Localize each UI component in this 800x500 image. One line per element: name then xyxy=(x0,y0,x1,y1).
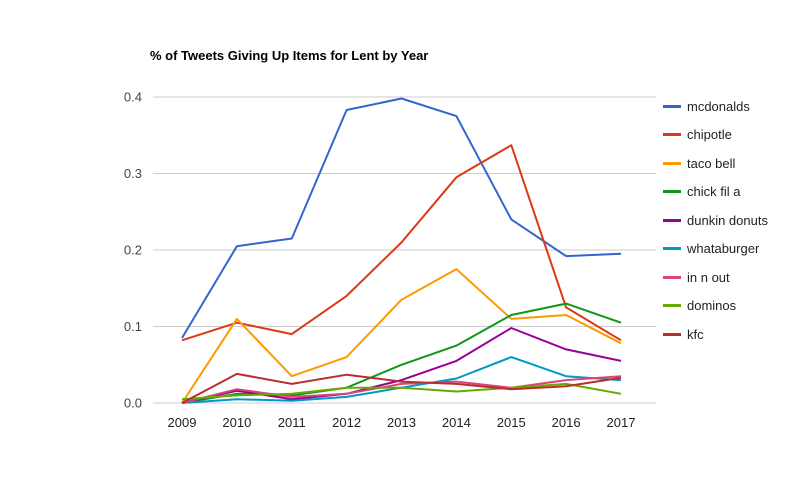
x-tick-label: 2014 xyxy=(442,415,471,430)
legend-label-chipotle: chipotle xyxy=(687,127,732,143)
legend-label-mcdonalds: mcdonalds xyxy=(687,98,750,114)
chart-legend: mcdonalds chipotle taco bell chick fil a dun… xyxy=(663,92,768,349)
y-tick-label: 0.1 xyxy=(124,319,142,334)
legend-item-whataburger: whataburger xyxy=(663,235,768,264)
y-tick-label: 0.4 xyxy=(124,90,142,105)
line-chart-plot: 0.0 0.1 0.2 0.3 0.4 2009 2010 2011 2012 2013 2014 2… xyxy=(124,90,656,430)
legend-item-mcdonalds: mcdonalds xyxy=(663,92,768,121)
x-tick-label: 2017 xyxy=(607,415,636,430)
legend-item-chick-fil-a: chick fil a xyxy=(663,178,768,207)
series-line-chipotle xyxy=(181,144,622,342)
legend-item-dominos: dominos xyxy=(663,292,768,321)
y-tick-label: 0.3 xyxy=(124,166,142,181)
x-tick-label: 2010 xyxy=(222,415,251,430)
legend-swatch-dominos xyxy=(663,304,681,308)
x-tick-label: 2009 xyxy=(168,415,197,430)
legend-swatch-taco-bell xyxy=(663,161,681,165)
series-line-kfc xyxy=(181,372,622,404)
legend-label-taco-bell: taco bell xyxy=(687,155,736,171)
legend-swatch-kfc xyxy=(663,332,681,336)
legend-item-dunkin-donuts: dunkin donuts xyxy=(663,206,768,235)
x-tick-label: 2013 xyxy=(387,415,416,430)
y-tick-label: 0.2 xyxy=(124,243,142,258)
series-line-dunkin-donuts xyxy=(181,327,622,404)
legend-label-kfc: kfc xyxy=(687,326,704,342)
legend-swatch-in-n-out xyxy=(663,275,681,279)
legend-label-in-n-out: in n out xyxy=(687,269,730,285)
legend-item-in-n-out: in n out xyxy=(663,263,768,292)
chart-title: % of Tweets Giving Up Items for Lent by … xyxy=(150,48,429,63)
x-tick-label: 2012 xyxy=(332,415,361,430)
series-line-taco-bell xyxy=(181,268,622,404)
legend-swatch-dunkin-donuts xyxy=(663,218,681,222)
legend-label-dunkin-donuts: dunkin donuts xyxy=(687,212,768,228)
series-line-in-n-out xyxy=(181,375,622,404)
legend-item-kfc: kfc xyxy=(663,320,768,349)
legend-swatch-whataburger xyxy=(663,247,681,251)
series-line-mcdonalds xyxy=(181,97,622,339)
x-tick-label: 2011 xyxy=(278,415,306,430)
legend-item-chipotle: chipotle xyxy=(663,121,768,150)
legend-item-taco-bell: taco bell xyxy=(663,149,768,178)
legend-swatch-chick-fil-a xyxy=(663,190,681,194)
legend-swatch-chipotle xyxy=(663,133,681,137)
y-tick-label: 0.0 xyxy=(124,396,142,411)
legend-label-chick-fil-a: chick fil a xyxy=(687,184,741,200)
series-line-dominos xyxy=(181,382,622,401)
legend-label-dominos: dominos xyxy=(687,298,737,314)
legend-swatch-mcdonalds xyxy=(663,104,681,108)
x-tick-label: 2016 xyxy=(552,415,581,430)
x-tick-label: 2015 xyxy=(497,415,526,430)
legend-label-whataburger: whataburger xyxy=(687,241,760,257)
